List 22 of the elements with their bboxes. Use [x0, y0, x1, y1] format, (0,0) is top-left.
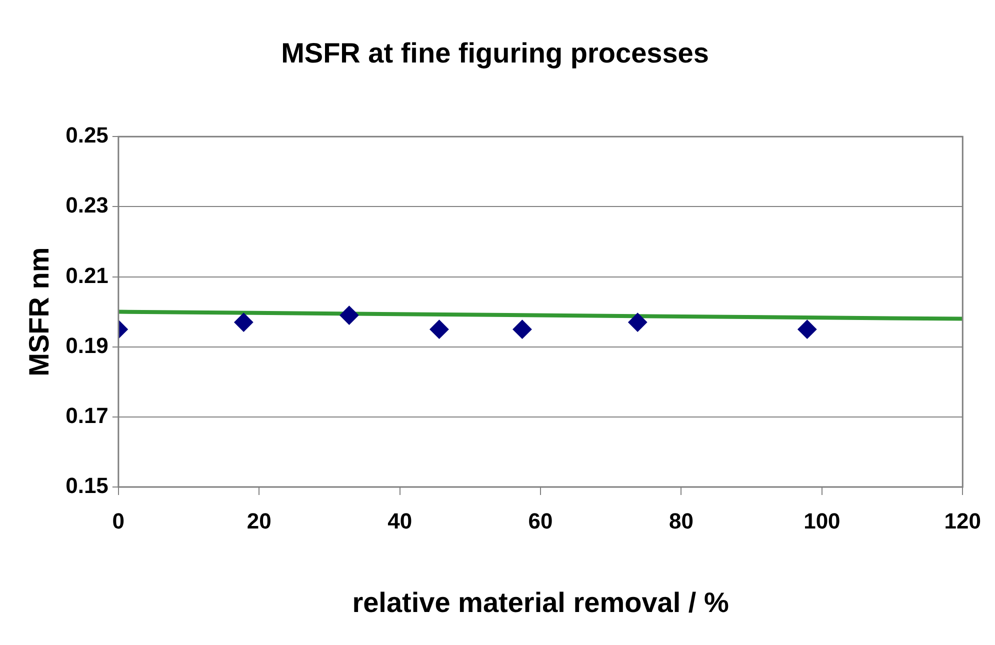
y-tick-label: 0.17	[66, 402, 108, 428]
x-tick-label: 80	[668, 508, 694, 534]
x-tick-label: 40	[388, 508, 412, 534]
y-tick-label: 0.21	[66, 262, 108, 288]
point	[234, 312, 254, 332]
y-tick-label: 0.19	[66, 332, 108, 358]
point	[430, 320, 449, 339]
point	[512, 320, 532, 339]
y-tick-label: 0.15	[66, 473, 108, 498]
chart-title: MSFR at fine figuring processes	[281, 38, 709, 69]
x-tick-label: 60	[528, 508, 553, 534]
y-tick-label: 0.23	[66, 192, 108, 218]
y-tick-label: 0.25	[66, 122, 108, 148]
point	[628, 312, 648, 332]
x-tick-label: 0	[112, 508, 125, 534]
y-axis-title: MSFR nm	[24, 247, 55, 376]
point	[340, 306, 359, 325]
x-tick-label: 120	[944, 508, 982, 534]
x-axis-title: relative material removal / %	[352, 586, 729, 618]
point	[798, 320, 817, 339]
x-tick-label: 20	[246, 508, 272, 534]
x-tick-label: 100	[804, 508, 840, 534]
